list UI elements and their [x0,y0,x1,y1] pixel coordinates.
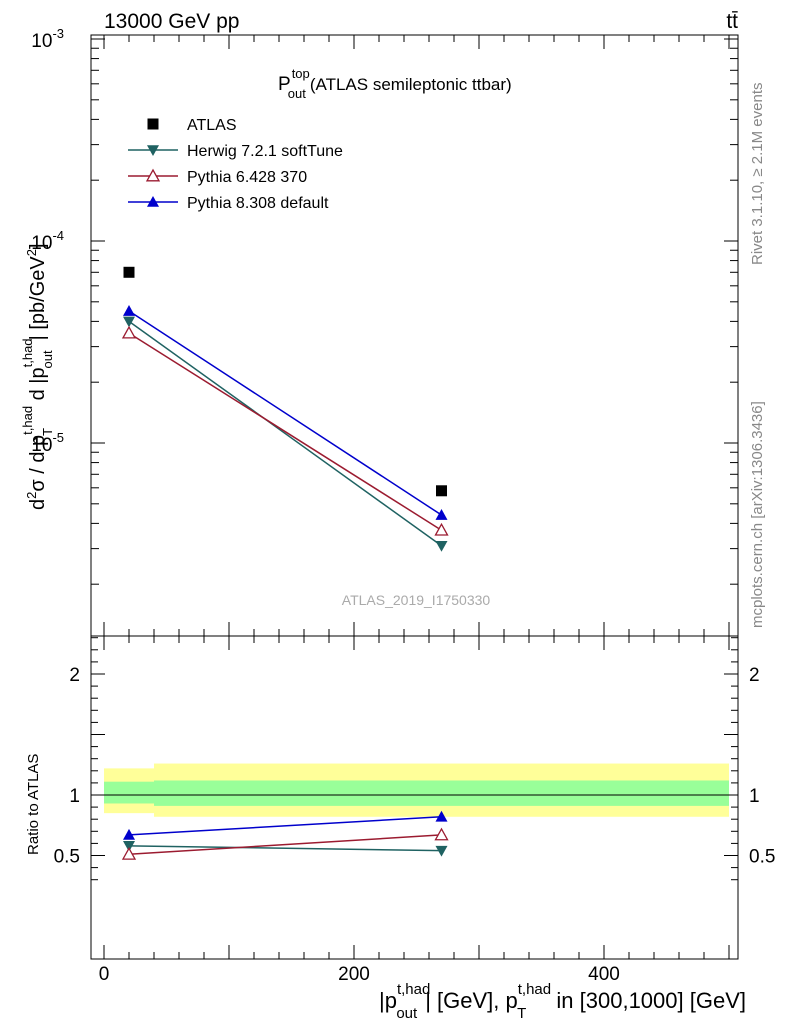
ratio-y-tick-label-right: 1 [749,786,760,807]
data-point [436,485,447,497]
main-y-tick-labels: 10-5 10-4 10-3 [31,26,64,456]
x-tick-label: 0 [99,964,110,985]
data-point [121,325,137,339]
legend-label: Pythia 6.428 370 [187,169,307,186]
ratio-y-tick-label-right: 0.5 [749,847,775,868]
data-point [123,828,135,840]
rivet-label: Rivet 3.1.10, ≥ 2.1M events [749,83,766,266]
series-line [128,332,442,531]
data-point [435,540,448,552]
title-sup: top [292,66,310,81]
ratio-series [121,810,449,860]
title-rest: (ATLAS semileptonic ttbar) [310,75,512,94]
data-point [435,810,448,822]
data-point [147,196,159,207]
energy-label: 13000 GeV pp [104,10,239,33]
ratio-axis-ticks [91,636,738,959]
series-line [128,310,442,516]
uncertainty-band [104,781,154,804]
data-point [435,509,448,520]
data-point [434,827,449,841]
x-axis-label: |pt,had out| [GeV], pt,had T in [300,1000]… [379,981,746,1022]
y-tick-label: 10-4 [31,228,64,254]
data-point [123,316,135,328]
mcplots-label: mcplots.cern.ch [arXiv:1306.3436] [749,401,766,628]
ratio-y-tick-label: 1 [69,786,80,807]
ratio-y-tick-label: 2 [69,665,80,686]
data-point [123,266,135,278]
title-main: P [278,74,291,95]
data-point [435,845,448,857]
ratio-frame [90,635,739,960]
ratio-y-tick-label: 0.5 [54,847,80,868]
data-point [147,145,159,156]
y-tick-label: 10-3 [31,26,64,52]
ratio-series-line [128,816,442,836]
plot-title: Ptop out (ATLAS semileptonic ttbar) [278,66,512,101]
ratio-tick-labels: 0.5 0.5 1 1 2 2 0 200 400 [54,665,776,985]
x-tick-label: 200 [338,964,370,985]
main-series [121,266,449,552]
series-line [128,320,442,547]
data-point [123,841,135,852]
data-point [434,522,449,536]
process-label: tt̄ [726,10,738,33]
main-axis-ticks [91,35,738,636]
legend-label: Pythia 8.308 default [187,195,329,212]
uncertainty-band [154,780,729,806]
data-point [145,168,161,182]
data-point [121,846,137,860]
ratio-series-line [128,834,442,856]
ratio-series-line [128,845,442,852]
ratio-uncertainty-bands [104,763,729,817]
ratio-y-tick-label-right: 2 [749,665,760,686]
analysis-watermark: ATLAS_2019_I1750330 [342,592,491,608]
ratio-panel: 0.5 0.5 1 1 2 2 0 200 400 Ratio to ATLAS |pt,had… [25,635,776,1022]
y-tick-label: 10-5 [31,430,64,456]
title-sub: out [288,86,306,101]
x-tick-label: 400 [588,964,620,985]
legend-label: Herwig 7.2.1 softTune [187,143,343,160]
ratio-y-axis-label: Ratio to ATLAS [25,754,42,855]
legend: ATLAS Herwig 7.2.1 softTune Pythia 6.428 3… [128,117,343,212]
main-y-axis-label: d2σ / d pt,had T d |pt,had out| [pb/GeV2] [20,243,55,510]
main-panel: 10-5 10-4 10-3 Ptop out (ATLAS semileptonic … [20,26,739,637]
legend-label: ATLAS [187,117,237,134]
data-point [147,118,159,130]
data-point [123,305,135,316]
